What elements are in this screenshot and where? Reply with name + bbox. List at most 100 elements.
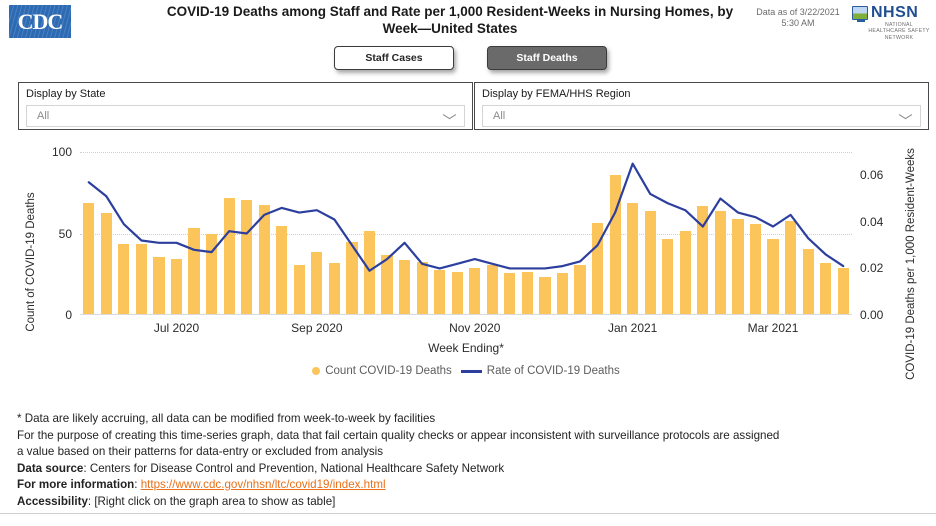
tab-staff-cases-label: Staff Cases — [365, 52, 423, 64]
more-info-colon: : — [134, 478, 141, 491]
cdc-logo-stripes — [9, 5, 71, 38]
bar — [416, 261, 428, 314]
x-tick: Nov 2020 — [449, 321, 501, 335]
page-header: CDC COVID-19 Deaths among Staff and Rate… — [0, 0, 936, 46]
bar — [328, 263, 340, 314]
bar — [521, 271, 533, 314]
x-tick: Sep 2020 — [291, 321, 343, 335]
bar — [627, 203, 639, 314]
filter-region: Display by FEMA/HHS Region All — [474, 82, 929, 130]
bar — [118, 243, 130, 314]
bar — [188, 227, 200, 314]
y-tick-right: 0.00 — [860, 308, 884, 322]
bar — [837, 268, 849, 314]
accessibility-line: Accessibility: [Right click on the graph… — [17, 494, 927, 511]
legend-dot-icon — [312, 367, 321, 375]
bar — [749, 224, 762, 314]
x-tick: Jul 2020 — [153, 321, 200, 335]
accessibility-value: : [Right click on the graph area to show… — [87, 494, 336, 508]
bar — [784, 221, 797, 314]
nhsn-logo-text: NHSN — [871, 4, 919, 21]
chevron-down-icon — [899, 113, 912, 120]
bar — [714, 211, 726, 314]
bar — [662, 239, 674, 314]
nhsn-logo-subtitle: NATIONAL HEALTHCARE SAFETY NETWORK — [868, 22, 930, 41]
filter-region-value: All — [493, 110, 506, 122]
tab-bar: Staff Cases Staff Deaths — [0, 46, 936, 78]
bar — [574, 265, 586, 314]
legend-label-count: Count COVID-19 Deaths — [325, 365, 452, 377]
bar — [820, 263, 832, 314]
bar — [539, 276, 551, 314]
bar — [486, 265, 498, 314]
y-tick-left: 50 — [58, 226, 72, 241]
chevron-down-icon — [443, 113, 456, 120]
bar — [451, 271, 463, 314]
nhsn-logo: NHSN NATIONAL HEALTHCARE SAFETY NETWORK — [852, 5, 932, 41]
filter-state-label: Display by State — [26, 88, 106, 100]
gridline — [80, 233, 852, 235]
bar — [241, 199, 253, 314]
bar — [732, 219, 744, 314]
filter-state-value: All — [37, 110, 50, 122]
bar — [381, 255, 393, 314]
bar — [311, 252, 323, 314]
filter-bar: Display by State All Display by FEMA/HHS… — [0, 82, 936, 132]
y-tick-right: 0.04 — [860, 214, 884, 229]
cdc-logo: CDC — [9, 5, 71, 38]
bar — [504, 273, 516, 314]
tab-staff-deaths-label: Staff Deaths — [516, 52, 578, 64]
bar — [258, 204, 270, 314]
footnote-1: * Data are likely accruing, all data can… — [17, 412, 436, 425]
cdc-logo-text: CDC — [17, 8, 64, 34]
bar — [276, 225, 288, 314]
bar — [83, 203, 95, 314]
bar — [170, 258, 183, 314]
bar — [346, 242, 358, 314]
y-tick-left: 0 — [65, 308, 72, 322]
footnote-3: a value based on their patterns for data… — [17, 445, 384, 458]
filter-state: Display by State All — [18, 82, 473, 130]
bar — [679, 230, 691, 314]
filter-region-dropdown[interactable]: All — [482, 105, 921, 127]
bar — [398, 260, 411, 314]
bar — [767, 239, 779, 314]
legend-item-count: Count COVID-19 Deaths — [312, 365, 452, 377]
data-source-label: Data source — [17, 461, 84, 475]
filter-state-dropdown[interactable]: All — [26, 105, 465, 127]
bar — [153, 256, 165, 314]
tab-staff-cases[interactable]: Staff Cases — [334, 46, 454, 70]
bar — [644, 211, 656, 314]
bar — [609, 175, 621, 314]
accessibility-label: Accessibility — [17, 494, 88, 508]
more-info-line: For more information: https://www.cdc.go… — [17, 477, 927, 494]
page-title: COVID-19 Deaths among Staff and Rate per… — [166, 4, 734, 36]
footer-notes: * Data are likely accruing, all data can… — [17, 411, 927, 510]
line-series — [80, 152, 852, 315]
y-axis-label-left: Count of COVID-19 Deaths — [25, 192, 37, 332]
bar — [802, 248, 814, 314]
bar — [363, 230, 376, 314]
chart-container[interactable]: Count of COVID-19 Deaths COVID-19 Deaths… — [0, 138, 936, 393]
y-tick-left: 100 — [51, 145, 72, 159]
y-tick-right: 0.06 — [860, 168, 884, 183]
footer-divider — [0, 513, 936, 514]
tab-staff-deaths[interactable]: Staff Deaths — [487, 46, 607, 70]
data-source-value: : Centers for Disease Control and Preven… — [83, 461, 505, 475]
bar — [697, 206, 709, 314]
x-tick: Jan 2021 — [607, 321, 658, 335]
bar — [434, 270, 446, 314]
bar — [469, 268, 481, 314]
y-axis-label-right: COVID-19 Deaths per 1,000 Resident-Weeks — [905, 148, 917, 380]
legend-label-rate: Rate of COVID-19 Deaths — [486, 365, 620, 377]
data-source-line: Data source: Centers for Disease Control… — [17, 461, 927, 478]
legend-item-rate: Rate of COVID-19 Deaths — [460, 365, 620, 377]
plot-area[interactable] — [80, 152, 852, 315]
bar — [100, 212, 112, 314]
x-tick: Mar 2021 — [747, 321, 799, 335]
cdc-covid19-link[interactable]: https://www.cdc.gov/nhsn/ltc/covid19/ind… — [140, 478, 386, 491]
legend-line-icon — [460, 369, 482, 373]
footnote-2: For the purpose of creating this time-se… — [17, 428, 780, 442]
bar — [293, 265, 305, 314]
data-asof-timestamp: Data as of 3/22/2021 5:30 AM — [756, 7, 840, 28]
